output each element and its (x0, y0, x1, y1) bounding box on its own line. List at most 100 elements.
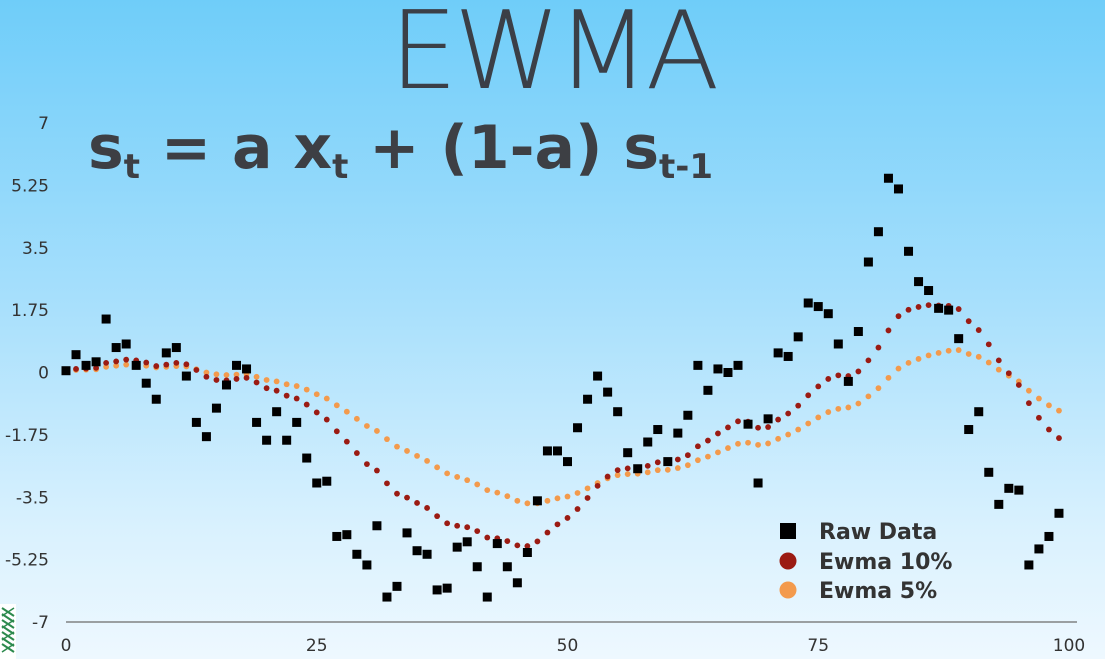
ewma10-point (815, 383, 822, 390)
ewma10-point (333, 428, 340, 435)
raw-data-point (151, 394, 161, 404)
raw-data-point (583, 394, 593, 404)
x-tick-label: 100 (1053, 636, 1085, 656)
ewma10-point (384, 480, 390, 487)
ewma5-point (384, 436, 390, 443)
raw-data-point (382, 592, 392, 602)
ewma10-point (544, 529, 551, 536)
ewma10-point (624, 465, 631, 472)
ewma10-point (975, 327, 982, 333)
ewma10-point (694, 443, 701, 450)
raw-data-point (673, 428, 683, 438)
ewma5-point (303, 386, 310, 393)
raw-data-point (372, 521, 382, 531)
ewma5-point (644, 469, 651, 476)
raw-data-point (412, 546, 422, 556)
ewma5-point (674, 465, 681, 471)
slide-title: EWMA (389, 0, 719, 114)
ewma5-point (654, 467, 661, 474)
ewma10-point (193, 367, 200, 373)
legend-label: Ewma 5% (819, 579, 937, 604)
ewma5-point (263, 377, 270, 383)
ewma10-point (755, 424, 761, 431)
ewma5-point (273, 378, 280, 385)
raw-data-point (282, 435, 292, 445)
legend-marker-raw (780, 523, 796, 539)
ewma5-point (494, 489, 501, 496)
ewma5-point (945, 347, 952, 354)
legend-label: Ewma 10% (819, 550, 952, 575)
ewma10-point (684, 452, 691, 459)
ewma5-point (785, 431, 792, 438)
formula: st = a xt + (1-a) st-1 (88, 118, 713, 184)
raw-data-point (1014, 485, 1024, 495)
ewma5-point (444, 470, 451, 477)
ewma10-point (524, 543, 531, 549)
ewma5-point (564, 493, 571, 500)
ewma10-point (514, 542, 521, 549)
ewma5-point (333, 402, 340, 409)
ewma5-point (875, 385, 882, 392)
raw-data-point (211, 403, 221, 413)
ewma10-point (1015, 382, 1022, 388)
chart-series (61, 173, 1064, 602)
raw-data-point (863, 257, 873, 267)
ewma10-point (644, 462, 651, 469)
series-raw-data (61, 173, 1064, 602)
ewma5-point (233, 371, 240, 378)
raw-data-point (563, 457, 572, 467)
raw-data-point (703, 385, 713, 395)
raw-data-point (603, 387, 613, 397)
ewma10-point (614, 467, 621, 474)
ewma10-point (283, 392, 290, 399)
raw-data-point (332, 531, 342, 541)
ewma10-point (905, 306, 912, 313)
ewma10-point (273, 387, 280, 394)
formula-mid: + (1-a) s (348, 113, 660, 183)
ewma5-point (474, 481, 481, 488)
ewma5-point (795, 426, 802, 433)
ewma5-point (374, 428, 380, 434)
ewma10-point (925, 302, 932, 309)
legend-label: Raw Data (819, 520, 937, 545)
formula-s: s (88, 113, 124, 183)
raw-data-point (663, 457, 673, 467)
ewma5-point (524, 500, 531, 507)
ewma5-point (664, 466, 671, 473)
ewma10-point (594, 482, 601, 489)
y-tick-label: 0 (38, 364, 49, 384)
raw-data-point (111, 343, 121, 353)
raw-data-point (292, 417, 302, 427)
raw-data-point (1024, 560, 1034, 570)
raw-data-point (924, 286, 934, 296)
raw-data-point (502, 562, 512, 572)
raw-data-point (893, 184, 903, 194)
ewma10-point (574, 506, 581, 512)
raw-data-point (101, 314, 111, 324)
ewma10-point (353, 450, 360, 456)
ewma10-point (454, 522, 461, 529)
ewma10-point (855, 368, 862, 375)
ewma5-point (755, 441, 761, 448)
raw-data-point (763, 414, 773, 424)
raw-data-point (934, 303, 944, 313)
ewma10-point (243, 374, 250, 381)
ewma10-point (153, 363, 160, 369)
y-tick-label: 7 (38, 114, 49, 134)
raw-data-point (91, 357, 101, 367)
ewma10-point (213, 377, 220, 383)
raw-data-point (823, 309, 833, 319)
ewma10-point (414, 500, 420, 506)
raw-data-point (232, 360, 242, 370)
ewma10-point (163, 361, 170, 368)
ewma10-point (323, 416, 330, 423)
ewma10-point (303, 401, 310, 408)
ewma10-point (955, 306, 962, 312)
ewma10-point (424, 505, 430, 511)
ewma5-point (915, 356, 922, 362)
ewma10-point (795, 402, 802, 409)
raw-data-point (783, 351, 793, 361)
raw-data-point (1004, 483, 1014, 493)
ewma5-point (584, 485, 591, 492)
